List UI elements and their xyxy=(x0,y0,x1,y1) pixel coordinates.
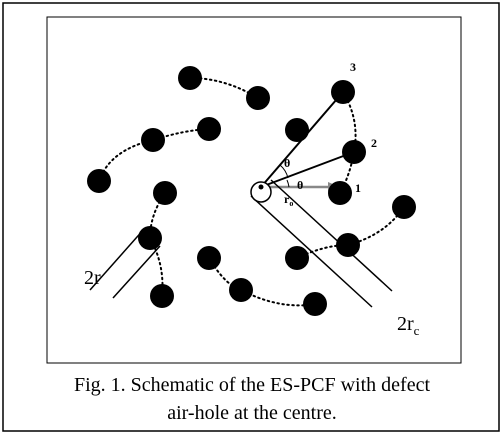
label-2: 2 xyxy=(371,136,377,150)
label-2rc: 2rc xyxy=(397,313,420,338)
label-1: 1 xyxy=(355,181,361,195)
caption: Fig. 1. Schematic of the ES-PCF with def… xyxy=(74,374,431,396)
theta: θ xyxy=(297,178,303,192)
labels: 3 2 1 θ θ ro xyxy=(284,60,377,208)
label-3: 3 xyxy=(350,60,356,74)
theta: θ xyxy=(284,156,290,170)
lines xyxy=(89,91,393,308)
label-2r: 2r xyxy=(84,267,101,289)
r-o: ro xyxy=(284,192,293,208)
air-holes xyxy=(87,66,416,316)
caption: air-hole at the centre. xyxy=(167,402,337,424)
